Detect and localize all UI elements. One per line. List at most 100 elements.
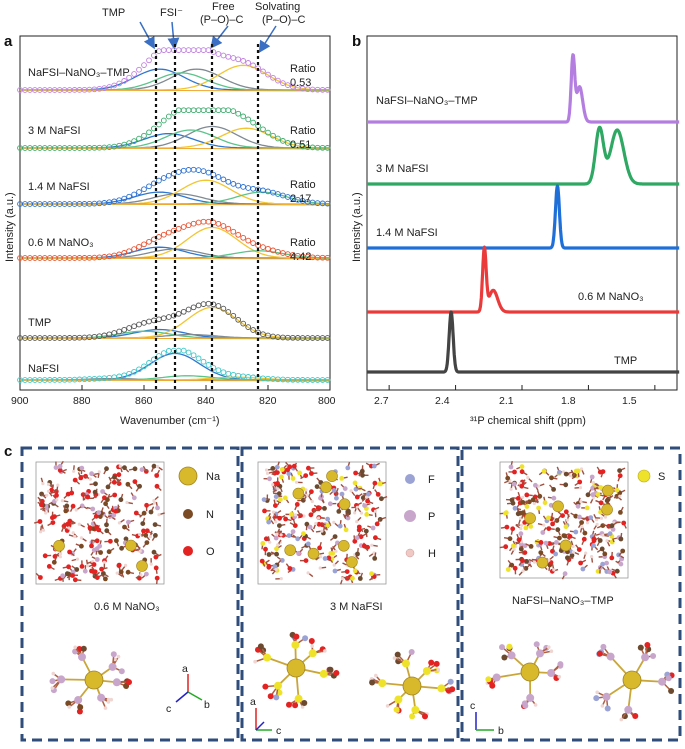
atom-S [280, 467, 285, 472]
atom-O [73, 478, 78, 483]
atom-F [593, 695, 599, 701]
data-point [181, 225, 186, 230]
atom-H [266, 472, 269, 475]
atom-H [117, 655, 121, 659]
atom-O [577, 480, 582, 485]
atom-H [311, 500, 314, 503]
atom-N [98, 550, 103, 555]
atom-P [547, 669, 555, 677]
data-point [127, 326, 132, 331]
atom-C [619, 537, 624, 542]
atom-O [85, 495, 90, 500]
legend-p-sphere [404, 510, 416, 522]
atom-H [150, 563, 153, 566]
atom-N [620, 549, 625, 554]
atom-O [609, 556, 614, 561]
atom-H [116, 572, 119, 575]
data-point [196, 168, 201, 173]
atom-H [526, 476, 529, 479]
atom-F [345, 466, 350, 471]
data-point [231, 56, 236, 61]
atom-C [122, 465, 127, 470]
sim-cell-2 [500, 462, 628, 578]
atom-P [499, 644, 505, 650]
arrow-free [214, 26, 228, 44]
atom-O [373, 481, 378, 486]
atom-O [93, 569, 98, 574]
atom-C [358, 576, 363, 581]
atom-H [295, 481, 298, 484]
atom-H [572, 551, 575, 554]
triad1-a: a [250, 696, 256, 708]
atom-S [339, 476, 344, 481]
atom-P [60, 573, 65, 578]
data-point [181, 168, 186, 173]
data-point [226, 108, 231, 113]
atom-P [58, 464, 63, 469]
atom-O [99, 567, 104, 572]
atom-P [512, 482, 517, 487]
data-point [176, 348, 181, 353]
data-point [181, 348, 186, 353]
atom-F [340, 492, 345, 497]
atom-P [74, 696, 82, 704]
data-point [147, 239, 152, 244]
atom-O [309, 638, 315, 644]
data-point [176, 311, 181, 316]
atom-P [409, 649, 415, 655]
atom-O [126, 679, 132, 685]
atom-S [279, 475, 284, 480]
atom-C [274, 552, 279, 557]
atom-F [591, 543, 596, 548]
atom-H [45, 494, 48, 497]
atom-H [302, 514, 305, 517]
atom-P [603, 693, 611, 701]
data-point [201, 302, 206, 307]
atom-H [579, 486, 582, 489]
a-xlabel: Wavenumber (cm⁻¹) [120, 415, 220, 427]
atom-F [266, 520, 271, 525]
atom-Na [137, 561, 148, 572]
atom-O [66, 492, 71, 497]
atom-F [581, 567, 586, 572]
atom-C [133, 466, 138, 471]
atom-S [402, 660, 410, 668]
molecular-structures [34, 461, 674, 721]
data-point [176, 48, 181, 53]
atom-P [111, 651, 117, 657]
data-point [132, 247, 137, 252]
atom-H [605, 539, 608, 542]
atom-O [309, 471, 314, 476]
atom-S [423, 667, 431, 675]
atom-S [542, 469, 547, 474]
data-point [221, 370, 226, 375]
atom-C [605, 498, 610, 503]
atom-O [71, 504, 76, 509]
atom-F [588, 515, 593, 520]
atom-P [509, 465, 514, 470]
atom-S [364, 512, 369, 517]
atom-H [75, 508, 78, 511]
data-point [157, 49, 162, 54]
atom-C [258, 643, 264, 649]
b-xtick-3: 1.8 [561, 395, 576, 407]
atom-O [516, 496, 521, 501]
atom-H [156, 465, 159, 468]
atom-H [107, 700, 111, 704]
atom-H [533, 502, 536, 505]
atom-O [286, 702, 292, 708]
data-point [166, 230, 171, 235]
data-point [231, 229, 236, 234]
atom-P [296, 551, 301, 556]
nmr-trace-1 [367, 127, 679, 184]
atom-H [104, 706, 108, 710]
atom-P [126, 520, 131, 525]
atom-O [80, 564, 85, 569]
data-point [161, 48, 166, 53]
data-point [216, 52, 221, 57]
data-point [186, 48, 191, 53]
data-point [201, 108, 206, 113]
atom-P [577, 515, 582, 520]
data-point [191, 353, 196, 358]
atom-Na [553, 501, 564, 512]
